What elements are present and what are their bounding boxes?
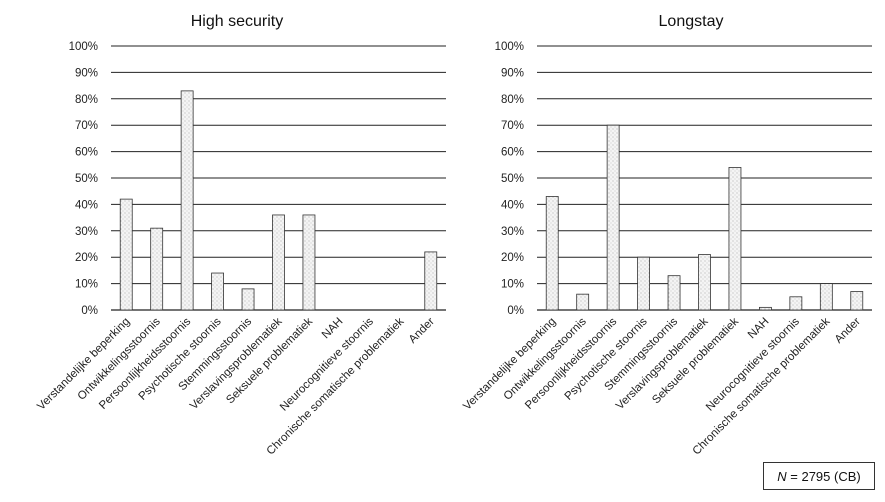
chart-panel-high-security: High security 0% 10% 20% 30% 40% 50% 60% 70% 80% 9… xyxy=(35,13,446,457)
longstay-bar-seksuele-problematiek xyxy=(728,167,742,311)
high-security-bar-ander xyxy=(424,251,438,311)
high-security-bar-ontwikkelingsstoornis xyxy=(150,227,164,311)
longstay-y-tick-label: 80% xyxy=(501,94,524,106)
longstay-bar-verstandelijke-beperking xyxy=(545,196,559,311)
longstay-y-tick-label: 30% xyxy=(501,226,524,238)
longstay-bar-stemmingsstoornis xyxy=(667,275,681,311)
longstay-y-tick-label: 50% xyxy=(501,173,524,185)
high-security-y-tick-label: 50% xyxy=(75,173,98,185)
high-security-bar-verstandelijke-beperking xyxy=(119,198,133,311)
longstay-y-tick-label: 20% xyxy=(501,252,524,264)
high-security-bar-seksuele-problematiek xyxy=(302,214,316,311)
longstay-x-tick-label: NAH xyxy=(746,316,772,342)
longstay-bar-nah xyxy=(759,306,772,311)
high-security-bar-verslavingsproblematiek xyxy=(272,214,285,311)
chart-panel-longstay: Longstay 0% 10% 20% 30% 40% 50% 60% 70% 80% 90% 100… xyxy=(461,13,872,457)
high-security-y-tick-label: 40% xyxy=(75,199,98,211)
longstay-y-tick-label: 100% xyxy=(495,41,524,53)
longstay-x-tick-label: Ander xyxy=(833,316,863,346)
high-security-y-tick-label: 10% xyxy=(75,279,98,291)
longstay-y-tick-label: 70% xyxy=(501,120,524,132)
high-security-y-tick-label: 80% xyxy=(75,94,98,106)
longstay-y-tick-label: 60% xyxy=(501,147,524,159)
high-security-y-tick-label: 90% xyxy=(75,67,98,79)
high-security-bar-persoonlijkheidsstoornis xyxy=(180,90,194,311)
high-security-y-tick-label: 70% xyxy=(75,120,98,132)
sample-size-symbol: N xyxy=(777,468,787,484)
high-security-bar-stemmingsstoornis xyxy=(241,288,255,311)
high-security-x-tick-label: NAH xyxy=(320,316,346,342)
longstay-title: Longstay xyxy=(659,13,724,30)
high-security-y-tick-label: 20% xyxy=(75,252,98,264)
longstay-bar-persoonlijkheidsstoornis xyxy=(606,124,620,311)
longstay-y-tick-label: 90% xyxy=(501,67,524,79)
longstay-bar-chronische-somatische-problematiek xyxy=(819,283,833,311)
high-security-x-tick-label: Ander xyxy=(407,316,437,346)
longstay-bar-ontwikkelingsstoornis xyxy=(576,293,590,311)
longstay-y-tick-label: 0% xyxy=(507,305,524,317)
high-security-y-tick-label: 100% xyxy=(69,41,98,53)
longstay-bar-psychotische-stoornis xyxy=(637,256,650,311)
sample-size-note: N = 2795 (CB) xyxy=(763,462,875,490)
longstay-y-tick-label: 40% xyxy=(501,199,524,211)
longstay-y-tick-label: 10% xyxy=(501,279,524,291)
high-security-bar-psychotische-stoornis xyxy=(211,272,224,311)
longstay-bar-verslavingsproblematiek xyxy=(698,254,711,311)
longstay-bar-neurocognitieve-stoornis xyxy=(789,296,803,311)
high-security-y-tick-label: 30% xyxy=(75,226,98,238)
high-security-y-tick-label: 60% xyxy=(75,147,98,159)
longstay-bar-ander xyxy=(850,291,864,311)
high-security-title: High security xyxy=(191,13,283,30)
sample-size-text: = 2795 (CB) xyxy=(786,468,861,484)
high-security-y-tick-label: 0% xyxy=(81,305,98,317)
